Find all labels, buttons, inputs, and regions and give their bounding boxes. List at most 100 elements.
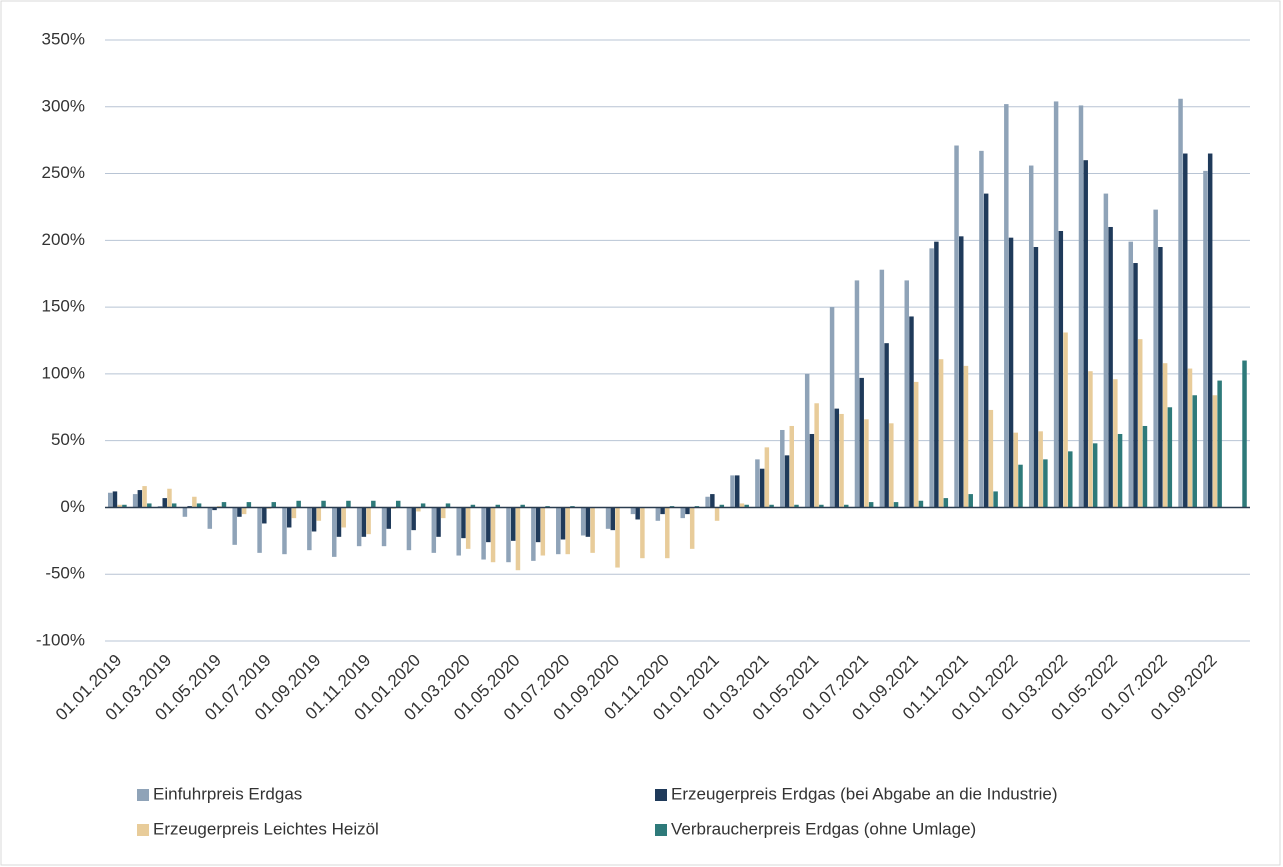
bar — [689, 507, 695, 549]
legend-label: Einfuhrpreis Erdgas — [153, 784, 302, 803]
legend-swatch — [137, 789, 149, 801]
bar — [1128, 241, 1134, 508]
bar — [1137, 339, 1143, 508]
bar — [1033, 247, 1039, 508]
bar — [1192, 395, 1197, 508]
bar — [1133, 263, 1138, 508]
bar — [714, 507, 720, 521]
bar — [361, 507, 367, 537]
y-tick-label: 250% — [42, 163, 85, 182]
y-tick-label: 200% — [42, 230, 85, 249]
bar — [789, 425, 794, 508]
bar — [1043, 459, 1048, 508]
bar — [556, 507, 561, 555]
bar — [495, 504, 501, 508]
bar — [730, 475, 735, 508]
bar — [1028, 165, 1034, 508]
bar — [794, 504, 799, 508]
bar — [232, 507, 237, 545]
bar — [963, 365, 969, 508]
bar — [346, 500, 351, 508]
bar — [1083, 160, 1088, 508]
bar — [416, 507, 421, 512]
bar — [282, 507, 287, 555]
bar — [1212, 395, 1218, 508]
bar — [660, 507, 665, 515]
bar — [710, 494, 715, 508]
bar — [481, 507, 486, 560]
bar — [769, 504, 774, 508]
bar — [107, 492, 113, 508]
bar — [1217, 380, 1222, 508]
bar — [1158, 247, 1163, 508]
legend-swatch — [137, 824, 149, 836]
bar — [356, 507, 362, 547]
legend-label: Verbraucherpreis Erdgas (ohne Umlage) — [671, 819, 976, 838]
bar — [918, 500, 924, 508]
bar — [804, 373, 810, 508]
bar — [1242, 360, 1247, 508]
bar — [854, 280, 860, 508]
bar — [968, 494, 973, 508]
bar — [844, 504, 849, 508]
bar — [531, 507, 536, 561]
bar — [809, 433, 815, 508]
bar — [1162, 363, 1168, 508]
bar — [1113, 379, 1118, 508]
bar — [904, 280, 909, 508]
bar — [780, 429, 785, 508]
bar — [1092, 443, 1098, 508]
bar — [490, 507, 496, 563]
bar — [954, 145, 959, 508]
bar — [371, 500, 376, 508]
bar — [1183, 153, 1188, 508]
bar — [1018, 464, 1023, 508]
bar — [386, 507, 392, 529]
bar — [943, 498, 949, 508]
bar — [739, 503, 745, 508]
bar — [934, 241, 939, 508]
bar — [296, 500, 301, 508]
bar — [1153, 209, 1158, 508]
bar — [286, 507, 292, 528]
bar — [192, 496, 197, 508]
bar — [1203, 170, 1208, 508]
bar — [271, 502, 277, 508]
bar — [456, 507, 461, 556]
bar — [311, 507, 317, 532]
y-tick-label: 300% — [42, 96, 85, 115]
bar — [615, 507, 620, 568]
bar — [381, 507, 387, 547]
bar — [1207, 153, 1213, 508]
bar — [171, 503, 177, 508]
bar — [196, 503, 202, 508]
bar — [635, 507, 640, 520]
y-tick-label: 50% — [51, 430, 85, 449]
bar — [291, 507, 297, 519]
legend-label: Erzeugerpreis Leichtes Heizöl — [153, 819, 379, 838]
bar — [759, 468, 765, 508]
bar — [445, 503, 451, 508]
bar — [420, 503, 426, 508]
bar — [167, 488, 172, 508]
bar — [744, 504, 749, 508]
bar — [332, 507, 337, 557]
bar — [207, 507, 213, 529]
bar — [366, 507, 371, 535]
bar — [993, 491, 998, 508]
bar — [262, 507, 267, 524]
bar — [784, 455, 790, 508]
bar — [665, 507, 670, 559]
bar — [341, 507, 346, 528]
bar — [1078, 105, 1084, 508]
bar — [431, 507, 437, 553]
bar — [461, 507, 466, 539]
bar — [1038, 431, 1043, 508]
bar — [436, 507, 441, 537]
bar — [909, 316, 914, 508]
bar — [1142, 425, 1148, 508]
bar — [411, 507, 416, 531]
bar — [257, 507, 262, 553]
bar — [1063, 332, 1068, 508]
